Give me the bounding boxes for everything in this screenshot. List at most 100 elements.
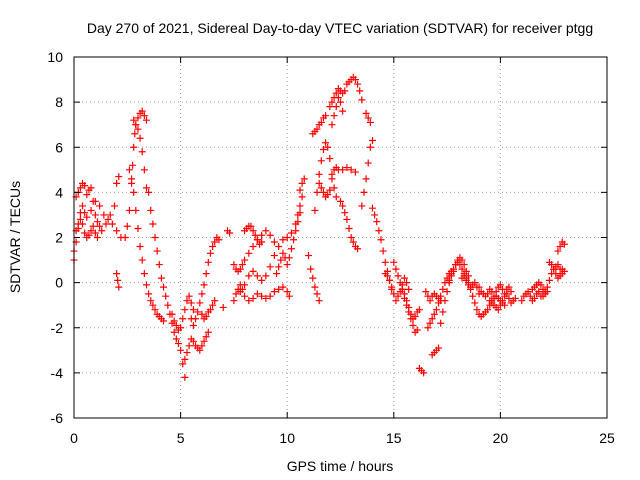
data-point	[398, 285, 406, 293]
data-point	[181, 373, 189, 381]
data-point	[209, 301, 217, 309]
y-tick-label: -2	[51, 320, 64, 336]
data-point	[273, 270, 281, 278]
data-point	[524, 288, 532, 296]
data-point	[270, 288, 278, 296]
data-point	[558, 265, 566, 273]
data-point	[471, 299, 479, 307]
data-point	[206, 249, 214, 257]
data-point	[405, 285, 413, 293]
data-point	[343, 164, 351, 172]
data-point	[172, 321, 180, 329]
data-series	[130, 116, 150, 192]
data-point	[266, 231, 274, 239]
data-point	[200, 337, 208, 345]
data-point	[140, 112, 148, 120]
data-point	[458, 265, 466, 273]
data-point	[560, 240, 568, 248]
data-point	[445, 276, 453, 284]
data-point	[364, 159, 372, 167]
data-point	[266, 263, 274, 271]
data-point	[258, 292, 266, 300]
data-point	[432, 306, 440, 314]
data-point	[311, 206, 319, 214]
data-point	[496, 301, 504, 309]
data-series	[296, 175, 308, 194]
data-point	[437, 319, 445, 327]
data-point	[189, 306, 197, 314]
data-point	[160, 283, 168, 291]
data-point	[373, 218, 381, 226]
data-point	[552, 270, 560, 278]
data-point	[113, 270, 121, 278]
data-point	[354, 245, 362, 253]
data-point	[324, 143, 332, 151]
data-point	[305, 252, 313, 260]
data-point	[170, 328, 178, 336]
data-point	[467, 285, 475, 293]
data-point	[439, 308, 447, 316]
data-point	[285, 292, 293, 300]
data-point	[270, 252, 278, 260]
data-series	[518, 288, 545, 305]
data-point	[132, 121, 140, 129]
data-point	[181, 306, 189, 314]
data-point	[125, 206, 133, 214]
data-point	[96, 222, 104, 230]
data-point	[292, 227, 300, 235]
data-point	[251, 231, 259, 239]
data-point	[494, 306, 502, 314]
data-series	[326, 73, 366, 111]
data-point	[151, 306, 159, 314]
y-axis-title: SDTVAR / TECUs	[7, 181, 23, 293]
data-point	[106, 211, 114, 219]
data-point	[358, 96, 366, 104]
data-point	[556, 272, 564, 280]
data-point	[326, 155, 334, 163]
data-point	[211, 297, 219, 305]
data-point	[300, 175, 308, 183]
data-point	[315, 297, 323, 305]
x-tick-label: 10	[279, 430, 295, 446]
data-point	[206, 306, 214, 314]
data-point	[322, 139, 330, 147]
data-point	[125, 166, 133, 174]
data-point	[249, 243, 257, 251]
data-point	[377, 236, 385, 244]
data-point	[245, 249, 253, 257]
data-point	[375, 227, 383, 235]
data-series	[236, 193, 306, 296]
data-point	[145, 188, 153, 196]
data-point	[202, 270, 210, 278]
data-point	[287, 229, 295, 237]
data-point	[484, 306, 492, 314]
data-point	[364, 114, 372, 122]
data-series	[72, 197, 125, 241]
data-point	[192, 315, 200, 323]
data-point	[87, 206, 95, 214]
data-point	[473, 306, 481, 314]
data-point	[238, 261, 246, 269]
data-point	[428, 315, 436, 323]
data-point	[328, 121, 336, 129]
data-point	[270, 238, 278, 246]
data-point	[275, 263, 283, 271]
data-point	[400, 274, 408, 282]
data-point	[189, 337, 197, 345]
data-series	[315, 164, 359, 201]
data-series	[358, 136, 376, 210]
data-point	[330, 184, 338, 192]
data-point	[545, 276, 553, 284]
data-point	[130, 188, 138, 196]
data-point	[439, 285, 447, 293]
data-point	[275, 243, 283, 251]
data-series	[305, 252, 323, 305]
data-point	[196, 346, 204, 354]
data-point	[87, 184, 95, 192]
data-point	[262, 272, 270, 280]
y-tick-labels: -6 -4 -2 0 2 4 6 8 10	[47, 49, 63, 426]
data-point	[505, 294, 513, 302]
data-point	[100, 211, 108, 219]
data-point	[113, 179, 121, 187]
data-point	[296, 209, 304, 217]
